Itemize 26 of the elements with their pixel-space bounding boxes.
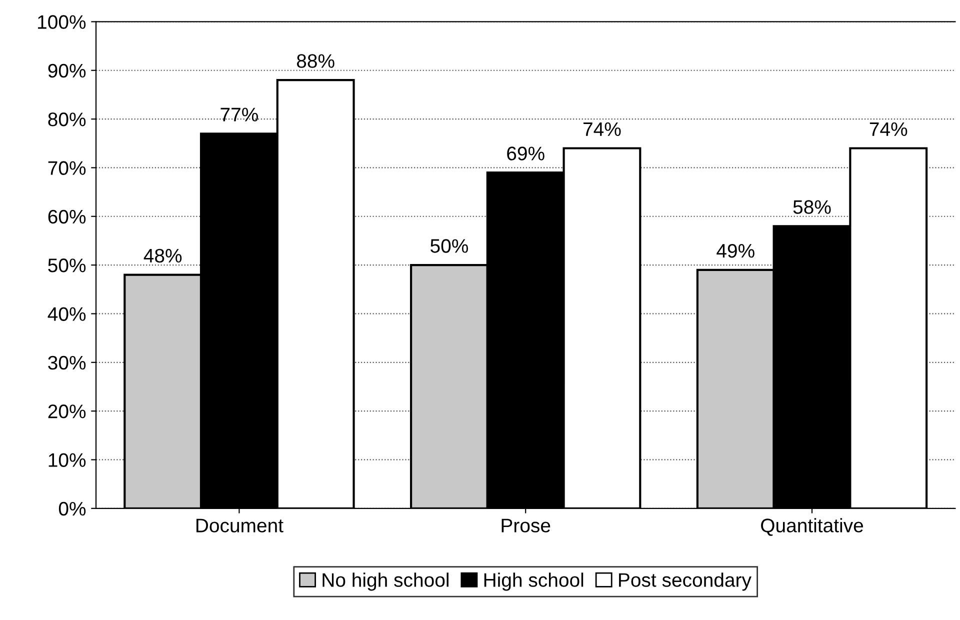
y-tick-label: 50% xyxy=(48,258,86,272)
data-label: 88% xyxy=(296,54,334,68)
y-tick-label: 10% xyxy=(48,453,86,467)
data-label: 58% xyxy=(793,200,831,214)
y-tick-label: 80% xyxy=(48,112,86,126)
data-label: 74% xyxy=(584,122,621,136)
data-label: 74% xyxy=(870,122,908,136)
data-label: 77% xyxy=(220,108,258,122)
y-tick-label: 20% xyxy=(48,404,86,418)
x-tick-label: Prose xyxy=(502,518,550,532)
legend-label: High school xyxy=(484,572,584,591)
y-tick-label: 90% xyxy=(48,64,86,78)
x-tick-label: Quantitative xyxy=(761,518,864,536)
x-tick-label: Document xyxy=(196,518,284,532)
y-tick-label: 60% xyxy=(48,210,86,224)
y-tick-label: 40% xyxy=(48,307,86,321)
y-tick-label: 0% xyxy=(58,502,86,516)
data-label: 49% xyxy=(716,244,754,258)
legend-label: Post secondary xyxy=(619,572,752,591)
legend-label: No high school xyxy=(322,572,448,591)
data-label: 69% xyxy=(507,146,544,160)
data-label: 50% xyxy=(430,239,468,253)
y-tick-label: 30% xyxy=(48,356,86,370)
y-tick-label: 70% xyxy=(48,161,86,175)
data-label: 48% xyxy=(144,248,182,263)
y-tick-label: 100% xyxy=(38,15,86,29)
